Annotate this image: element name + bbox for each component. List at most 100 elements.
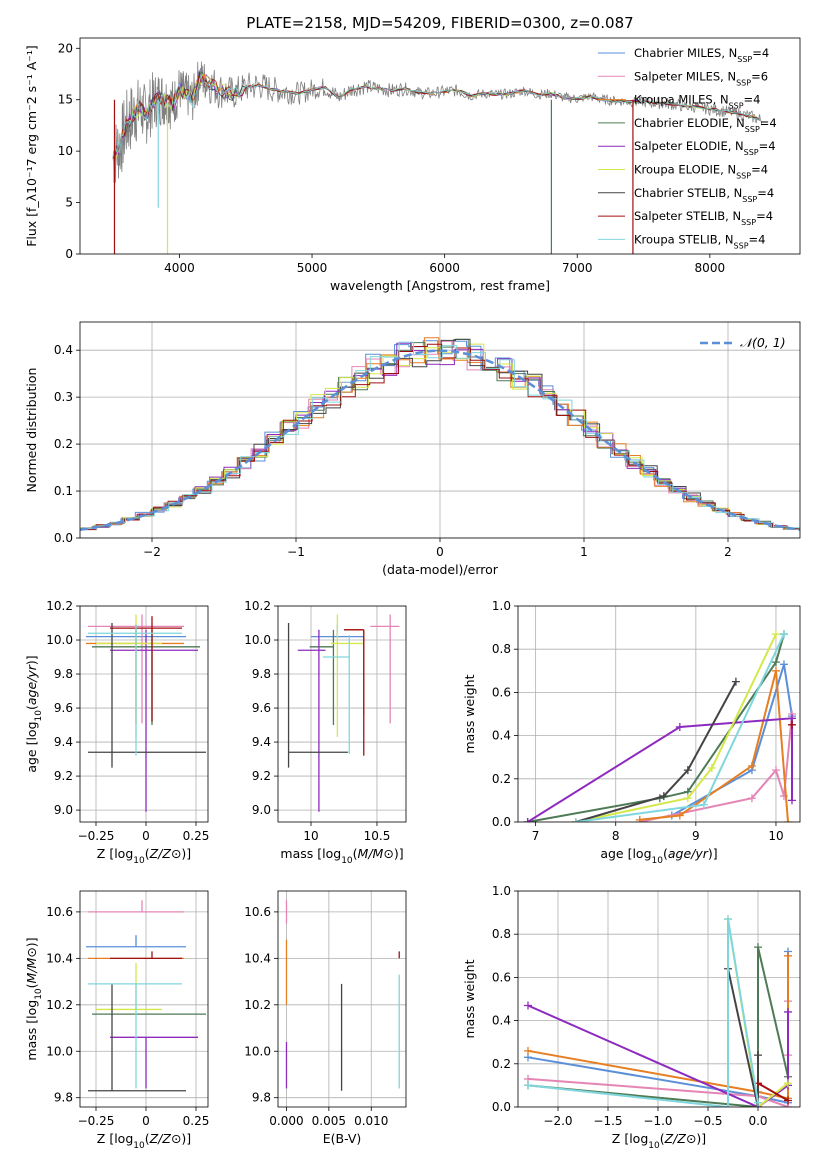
weight-marker [784, 1096, 792, 1105]
x-tick-label: 0 [142, 829, 150, 843]
y-axis-label: mass weight [462, 959, 477, 1038]
y-tick-label: 10.0 [46, 633, 73, 647]
y-tick-label: 0.4 [492, 729, 511, 743]
legend-tail: =4 [760, 116, 777, 130]
x-tick-label: 0.005 [312, 1114, 346, 1128]
errorbar-point [110, 951, 182, 960]
legend-sub: SSP [744, 148, 759, 157]
legend-tail: =4 [744, 93, 761, 107]
y-tick-label: 9.2 [54, 769, 73, 783]
y-tick-label: 9.8 [54, 1091, 73, 1105]
label-part: wavelength [Angstrom, rest frame] [330, 278, 550, 293]
label-part: age/yr [668, 846, 709, 861]
label-part: )] [181, 846, 191, 861]
x-axis-label: mass [log10(M/M⊙)] [280, 846, 403, 866]
label-part: Z/Z⊙ [149, 846, 182, 861]
y-tick-label: 10.4 [244, 951, 271, 965]
y-tick-label: 10.4 [46, 951, 73, 965]
y-tick-label: 0.8 [492, 642, 511, 656]
weight-line [575, 633, 777, 822]
y-tick-label: 0.0 [54, 531, 73, 545]
y-tick-label: 10 [58, 144, 73, 158]
errorbar-point [343, 629, 365, 756]
y-tick-label: 1.0 [492, 884, 511, 898]
weight-marker [724, 1103, 732, 1107]
x-tick-label: 6000 [429, 261, 460, 275]
weight-marker [675, 722, 684, 731]
y-tick-label: 10.2 [46, 599, 73, 613]
label-part: mass [log [24, 1000, 39, 1061]
plot-area [112, 61, 763, 254]
weight-marker [747, 794, 756, 803]
y-tick-label: 0.0 [492, 815, 511, 829]
errorbar-point [88, 624, 182, 756]
errorbar-point [88, 983, 186, 1092]
axes-frame [517, 890, 801, 1108]
label-part: mass weight [462, 674, 477, 753]
panel-mass-weight-vs-Z: −2.0 −1.5 −1.0 −0.5 0.0 0.0 0.2 0.4 0.6 0.8 1.0 Z [… [462, 884, 801, 1151]
figure-title: PLATE=2158, MJD=54209, FIBERID=0300, z=0… [246, 14, 633, 32]
legend-tail: =6 [751, 69, 768, 83]
weight-line [639, 670, 789, 822]
legend-sub: SSP [745, 124, 760, 133]
x-tick-label: 8000 [695, 261, 726, 275]
x-tick-label: 9 [692, 829, 700, 843]
label-part: 10 [133, 856, 145, 866]
weight-marker [771, 630, 780, 639]
weight-marker [724, 915, 732, 924]
panel-residuals: −2 −1 0 1 2 0.0 0.1 0.2 0.3 0.4 (data-model)/error… [24, 321, 801, 577]
label-part: Flux [f_λ10 [24, 178, 39, 247]
y-tick-label: 20 [58, 41, 73, 55]
x-tick-label: 10 [303, 829, 318, 843]
axes-frame [79, 605, 209, 823]
label-part: ⁻2 [24, 96, 39, 111]
legend-label: Kroupa STELIB, NSSP=4 [634, 232, 765, 250]
weight-marker [787, 796, 796, 805]
label-part: ⁻¹ [24, 74, 39, 86]
plot-area [80, 606, 208, 822]
label-part: age [log [24, 721, 39, 772]
axes-frame [517, 605, 801, 823]
legend-text: Chabrier STELIB, N [634, 186, 742, 200]
label-part: ( [145, 846, 150, 861]
legend-label: Salpeter ELODIE, NSSP=4 [634, 139, 776, 157]
legend-tail: =4 [752, 46, 769, 60]
x-axis-label: Z [log10(Z/Z⊙)] [97, 846, 191, 866]
weight-marker [754, 943, 762, 952]
plot-area [80, 891, 208, 1107]
y-tick-label: 9.6 [252, 701, 271, 715]
x-tick-label: −2 [143, 545, 161, 559]
errorbar-point [110, 1036, 198, 1089]
y-tick-label: 0.4 [492, 1014, 511, 1028]
x-tick-label: 2 [724, 545, 732, 559]
label-part: Z/Z⊙ [149, 1131, 182, 1146]
label-part: ( [145, 1131, 150, 1146]
legend-text: Chabrier ELODIE, N [634, 116, 745, 130]
plot-area [278, 606, 406, 822]
y-tick-label: 10.0 [46, 1044, 73, 1058]
weight-marker [675, 811, 684, 820]
y-tick-label: 15 [58, 93, 73, 107]
legend-sub: SSP [737, 55, 752, 64]
label-part: mass [log [280, 846, 341, 861]
panel-mass-vs-Z: −0.25 0 0.259.810.010.210.410.6Z [log10(Z/… [24, 890, 209, 1151]
legend-label: Chabrier MILES, NSSP=4 [634, 46, 769, 64]
label-part: Z/Z⊙ [664, 1131, 697, 1146]
y-tick-label: 9.0 [252, 803, 271, 817]
weight-marker [659, 792, 668, 801]
weight-marker [754, 1051, 762, 1060]
label-part: s [24, 86, 39, 97]
x-tick-label: 7000 [562, 261, 593, 275]
x-tick-label: 7 [532, 829, 540, 843]
errorbar-point [88, 900, 184, 913]
legend-text: Chabrier MILES, N [634, 46, 737, 60]
y-tick-label: 10.2 [244, 599, 271, 613]
weight-line [575, 681, 737, 822]
weight-series [635, 666, 792, 822]
y-tick-label: 0.6 [492, 685, 511, 699]
model-spectrum [112, 74, 760, 157]
y-axis-label: Normed distribution [24, 368, 39, 493]
legend-tail: =4 [756, 209, 773, 223]
label-part: A [24, 61, 39, 74]
